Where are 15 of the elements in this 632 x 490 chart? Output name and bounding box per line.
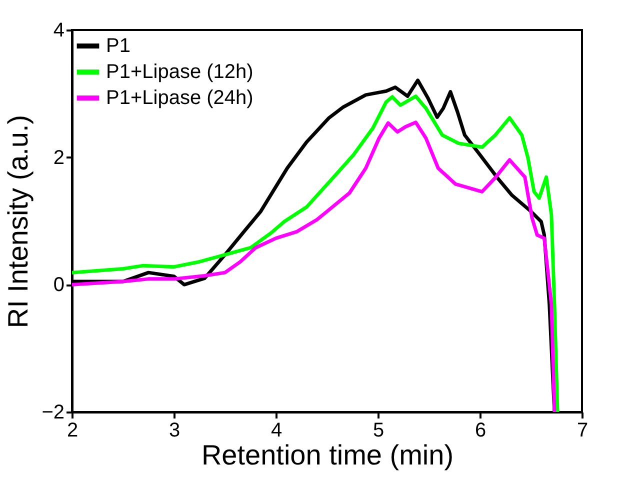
- x-tick-label: 5: [372, 420, 384, 442]
- y-tick-label: −2: [42, 402, 64, 424]
- y-tick-label: 2: [53, 146, 64, 169]
- legend-label: P1+Lipase (24h): [106, 87, 254, 109]
- x-tick-label: 3: [168, 420, 180, 442]
- y-axis-title: RI Intensity (a.u.): [2, 114, 34, 328]
- x-tick-label: 6: [474, 420, 486, 442]
- x-tick-label: 7: [576, 420, 588, 442]
- y-tick-label: 0: [53, 274, 64, 296]
- legend-label: P1+Lipase (12h): [106, 61, 254, 83]
- x-tick-label: 4: [270, 420, 282, 442]
- x-tick-label: 2: [66, 420, 78, 442]
- x-axis-title: Retention time (min): [201, 440, 454, 470]
- legend-label: P1: [106, 35, 130, 57]
- y-tick-label: 4: [53, 20, 64, 42]
